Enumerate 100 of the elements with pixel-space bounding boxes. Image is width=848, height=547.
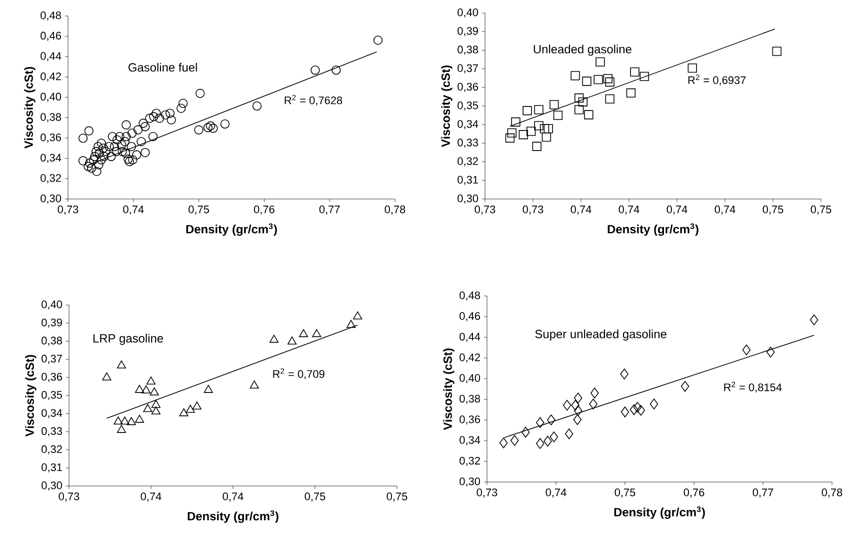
x-tick-label: 0,73 (58, 206, 78, 215)
point (526, 126, 536, 136)
x-tick-label: 0,74 (666, 206, 688, 215)
point (143, 404, 152, 412)
y-tick-label: 0,33 (42, 427, 62, 436)
x-tick-label: 0,75 (304, 492, 326, 502)
y-tick-label: 0,39 (42, 318, 62, 328)
point (590, 388, 599, 398)
y-tick-label: 0,30 (40, 194, 62, 204)
y-tick-label: 0,48 (460, 291, 480, 301)
x-axis-title: Density (gr/cm$^{3}$) (186, 223, 277, 236)
point (536, 438, 544, 449)
point (116, 424, 126, 433)
y-tick-label: 0,34 (460, 436, 480, 446)
point (633, 402, 642, 413)
y-tick-label: 0,32 (40, 174, 61, 184)
y-tick-label: 0,38 (40, 113, 62, 122)
y-tick-label: 0,32 (42, 445, 62, 454)
point (596, 57, 605, 66)
x-tick-label: 0,74 (546, 488, 566, 498)
point (584, 110, 594, 120)
point (688, 63, 697, 73)
x-tick-label: 0,75 (810, 206, 832, 215)
point (562, 400, 572, 411)
point (192, 402, 202, 410)
point (810, 314, 818, 326)
point (522, 106, 532, 116)
annotation: R$^{2}$ = 0,709 (273, 368, 324, 380)
point (630, 404, 638, 416)
point (532, 142, 542, 151)
point (298, 329, 308, 338)
point (550, 100, 559, 110)
text: Super unleaded gasoline (535, 329, 666, 341)
x-tick-label: 0,74 (570, 206, 592, 215)
point (742, 344, 751, 356)
point (142, 385, 151, 394)
y-tick-label: 0,38 (458, 46, 478, 55)
annotation: R$^{2}$ = 0,8154 (724, 382, 782, 392)
point (547, 414, 556, 426)
y-tick-label: 0,30 (460, 477, 480, 487)
x-tick-label: 0,74 (714, 206, 736, 215)
y-tick-label: 0,32 (460, 456, 480, 466)
point (510, 435, 519, 446)
point (620, 406, 630, 418)
point (550, 431, 558, 442)
point (772, 46, 782, 56)
point (353, 311, 362, 320)
point (151, 406, 160, 414)
point (544, 436, 552, 447)
point (574, 392, 582, 404)
x-tick-label: 0,74 (140, 492, 162, 502)
x-axis-title: Density (gr/cm$^{3}$) (188, 510, 278, 523)
point (574, 105, 584, 114)
point (680, 380, 690, 392)
y-tick-label: 0,31 (42, 463, 62, 472)
point (120, 416, 130, 425)
x-tick-label: 0,75 (386, 492, 408, 502)
point (589, 398, 598, 410)
text: Unleaded gasoline (534, 44, 632, 56)
point (518, 130, 528, 140)
y-tick-label: 0,34 (458, 120, 478, 130)
y-tick-label: 0,36 (40, 133, 62, 143)
x-tick-label: 0,74 (222, 492, 244, 502)
point (573, 414, 582, 425)
point (522, 426, 530, 438)
point (312, 329, 322, 338)
x-tick-label: 0,75 (614, 488, 636, 498)
point (536, 417, 544, 428)
point (605, 77, 614, 87)
point (146, 376, 156, 385)
point (126, 417, 136, 426)
point (186, 404, 195, 413)
y-axis-title: Viscosity (cSt) (441, 66, 452, 147)
point (288, 336, 297, 345)
x-tick-label: 0,76 (254, 206, 274, 215)
y-axis-title: Viscosity (cSt) (443, 348, 454, 430)
point (114, 416, 123, 425)
point (204, 384, 213, 393)
point (534, 105, 544, 114)
x-tick-label: 0,74 (618, 206, 640, 215)
y-tick-label: 0,37 (458, 64, 478, 74)
y-tick-label: 0,36 (42, 372, 62, 382)
x-tick-label: 0,75 (762, 206, 784, 215)
annotation: R$^{2}$ = 0,6937 (688, 74, 746, 86)
y-tick-label: 0,39 (458, 27, 478, 36)
point (574, 405, 582, 416)
point (570, 71, 580, 80)
x-axis-title: Density (gr/cm$^{3}$) (608, 223, 698, 236)
y-tick-label: 0,40 (40, 92, 62, 102)
point (564, 428, 574, 440)
point (582, 76, 592, 86)
y-tick-label: 0,38 (42, 336, 62, 346)
point (640, 72, 649, 82)
y-tick-label: 0,40 (460, 374, 480, 384)
point (269, 334, 279, 343)
text: LRP gasoline (93, 334, 164, 345)
y-tick-label: 0,36 (458, 82, 478, 92)
y-tick-label: 0,37 (42, 354, 62, 364)
point (626, 88, 636, 98)
y-tick-label: 0,42 (40, 72, 61, 82)
